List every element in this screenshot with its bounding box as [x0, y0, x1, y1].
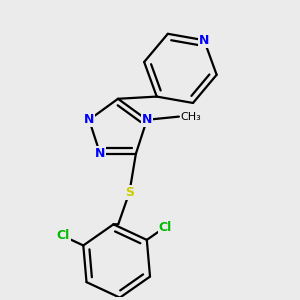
Text: N: N: [84, 113, 94, 126]
Text: N: N: [95, 147, 105, 160]
Text: CH₃: CH₃: [181, 112, 201, 122]
Text: N: N: [199, 34, 209, 47]
Text: Cl: Cl: [56, 230, 70, 242]
Text: S: S: [125, 186, 134, 199]
Text: N: N: [142, 113, 152, 126]
Text: Cl: Cl: [158, 220, 172, 234]
